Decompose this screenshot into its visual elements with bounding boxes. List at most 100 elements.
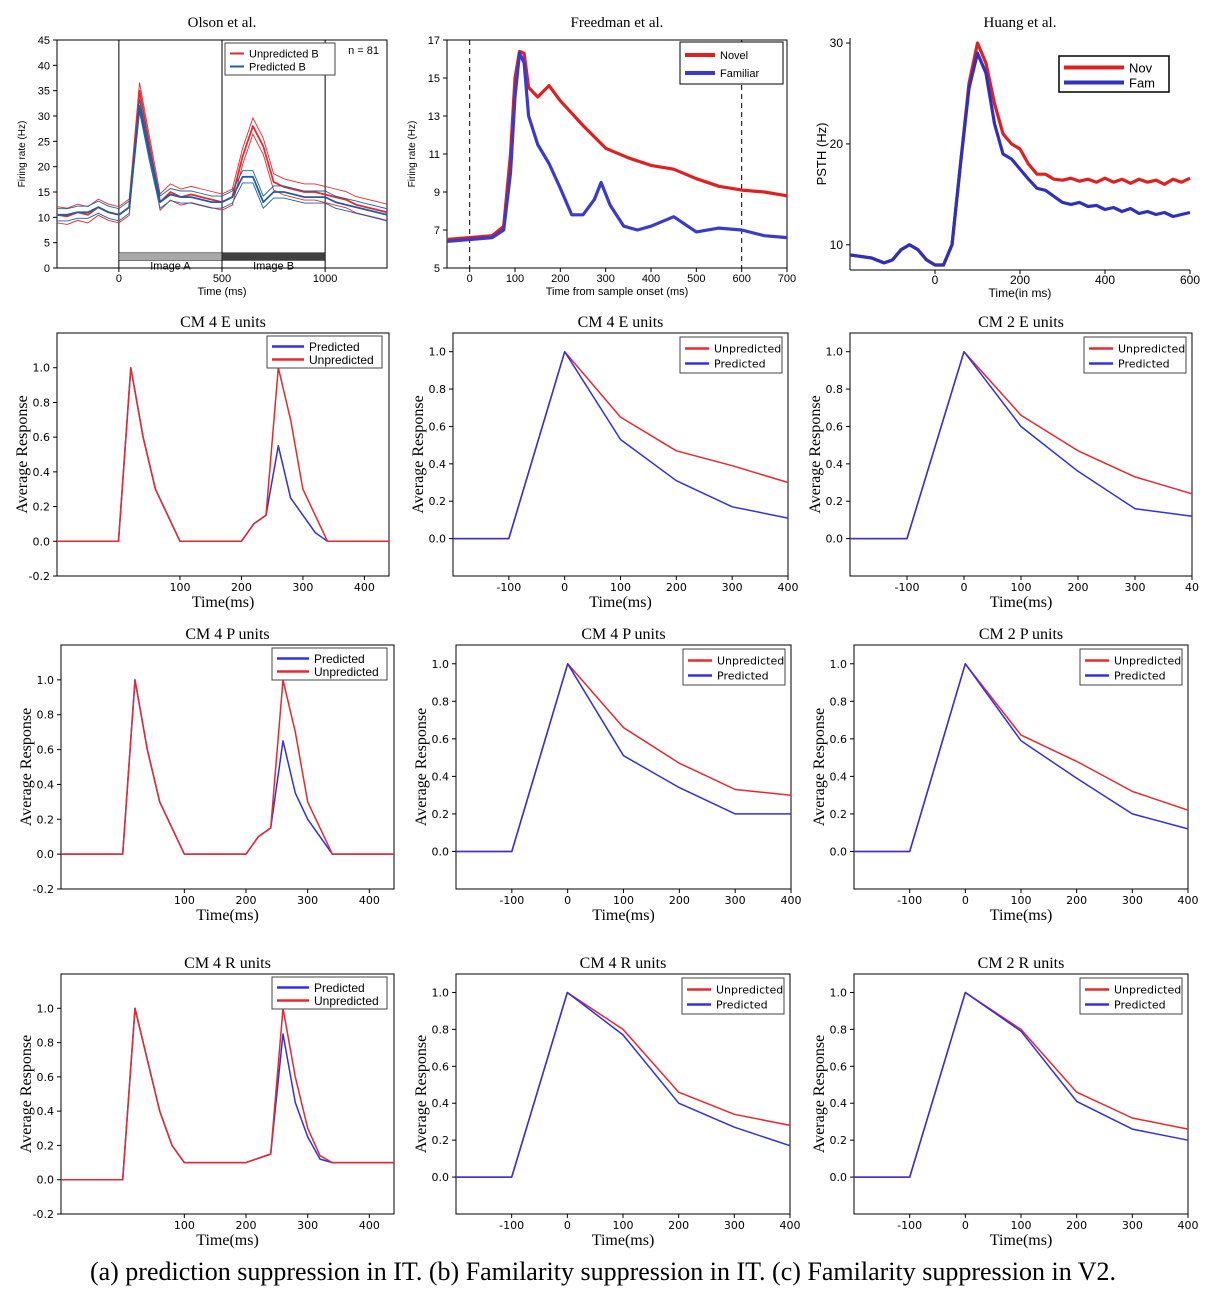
stimulus-bar [221,252,326,261]
y-tick-label: 0.4 [37,778,55,791]
y-axis-label: Average Response [18,708,35,826]
x-tick-label: -100 [496,581,521,594]
x-tick-label: -100 [897,894,922,907]
x-tick-label: 300 [724,1219,745,1232]
series-line [854,991,1189,1178]
legend-label: Unpredicted [314,665,379,679]
x-tick-label: 300 [297,894,318,907]
y-tick-label: 0.6 [37,744,55,757]
series-line [61,1007,394,1181]
y-tick-label: 25 [38,136,50,148]
x-axis-label: Time(ms) [196,1232,259,1249]
y-tick-label: 15 [38,187,50,199]
series-line [854,663,1189,853]
y-tick-label: 45 [38,35,50,47]
y-tick-label: 0.8 [33,396,51,409]
series-error-line [57,111,388,222]
x-tick-label: 300 [1122,1219,1143,1232]
stimulus-bar-label: Image A [150,261,191,273]
x-axis-label: Time(ms) [192,594,255,611]
y-tick-label: 0.2 [432,808,450,821]
y-tick-label: -0.2 [29,570,50,583]
plot-frame [60,644,395,890]
y-tick-label: 1.0 [432,658,450,671]
legend-box [1058,55,1170,93]
legend-label: Unpredicted [309,353,374,367]
y-tick-label: 0.0 [830,845,848,858]
y-tick-label: 0 [44,263,50,275]
legend-label: Novel [720,50,748,62]
y-tick-label: 5 [44,238,50,250]
x-tick-label: 300 [292,581,313,594]
chart-title: CM 4 P units [581,626,665,643]
x-tick-label: 200 [669,894,690,907]
x-tick-label: -100 [895,581,920,594]
y-tick-label: 1.0 [830,986,848,999]
chart-title: CM 4 E units [578,314,664,331]
x-axis-label: Time(in ms) [989,286,1052,300]
y-tick-label: 0.4 [830,1097,848,1110]
legend: Unpredicted Predicted [682,648,786,686]
x-tick-label: 200 [666,581,687,594]
y-tick-label: 0.6 [432,1060,450,1073]
x-tick-label: 0 [561,581,568,594]
y-tick-label: 0.0 [429,533,447,546]
x-tick-label: 200 [668,1219,689,1232]
x-axis-label: Time(ms) [589,594,652,611]
series-line [456,663,792,853]
y-tick-label: 40 [38,60,50,72]
chart-huang: Huang et al. 0 200 400 600 10 20 30 Time(in ms) P… [814,15,1200,300]
legend: Unpredicted Predicted [681,977,785,1015]
plot-frame [56,332,390,577]
x-tick-label: 300 [722,581,743,594]
y-tick-label: 1.0 [830,658,848,671]
x-tick-label: 400 [780,1219,801,1232]
x-tick-label: 200 [1066,1219,1087,1232]
x-tick-label: 400 [1095,273,1115,287]
legend-box [1083,336,1187,374]
x-tick-label: 1000 [313,273,337,285]
x-tick-label: 300 [297,1219,318,1232]
y-tick-label: 0.6 [429,420,447,433]
y-tick-label: 35 [38,86,50,98]
legend-label: Predicted [716,999,768,1012]
y-tick-label: 1.0 [826,346,844,359]
x-tick-label: 100 [174,894,195,907]
y-tick-label: 1.0 [37,674,55,687]
y-tick-label: 9 [434,187,440,199]
y-axis-label: Average Response [811,708,828,826]
legend-label: Fam [1129,75,1155,90]
y-tick-label: 0.2 [37,813,55,826]
chart-title: CM 4 P units [185,626,269,643]
legend-label: Unpredicted [1114,984,1181,997]
y-tick-label: 0.8 [830,1023,848,1036]
y-tick-label: 13 [428,111,440,123]
series-line [453,350,789,540]
x-tick-label: 100 [174,1219,195,1232]
y-tick-label: 0.0 [826,533,844,546]
y-tick-label: -0.2 [33,883,54,896]
x-tick-label: 0 [962,1219,969,1232]
x-tick-label: 40 [1185,581,1199,594]
y-tick-label: 0.2 [830,808,848,821]
chart-annotation: n = 81 [348,45,379,57]
legend-label: Familiar [720,68,759,80]
y-tick-label: 0.2 [826,495,844,508]
legend-box [679,336,783,374]
series-line [57,105,388,216]
x-tick-label: 400 [642,273,660,285]
y-tick-label: 0.0 [432,1171,450,1184]
x-axis-label: Time (ms) [197,286,246,298]
legend-label: Predicted [1118,358,1170,371]
y-tick-label: 0.6 [830,1060,848,1073]
x-tick-label: 0 [116,273,122,285]
x-tick-label: 400 [359,1219,380,1232]
x-tick-label: 300 [1122,894,1143,907]
y-tick-label: 1.0 [37,1002,55,1015]
y-tick-label: 0.6 [432,733,450,746]
chart-title: CM 2 R units [978,955,1065,972]
series-line [456,991,791,1178]
legend: Unpredicted Predicted [1079,977,1183,1015]
